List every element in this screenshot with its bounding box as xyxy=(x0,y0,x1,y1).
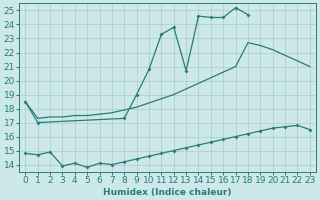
X-axis label: Humidex (Indice chaleur): Humidex (Indice chaleur) xyxy=(103,188,232,197)
